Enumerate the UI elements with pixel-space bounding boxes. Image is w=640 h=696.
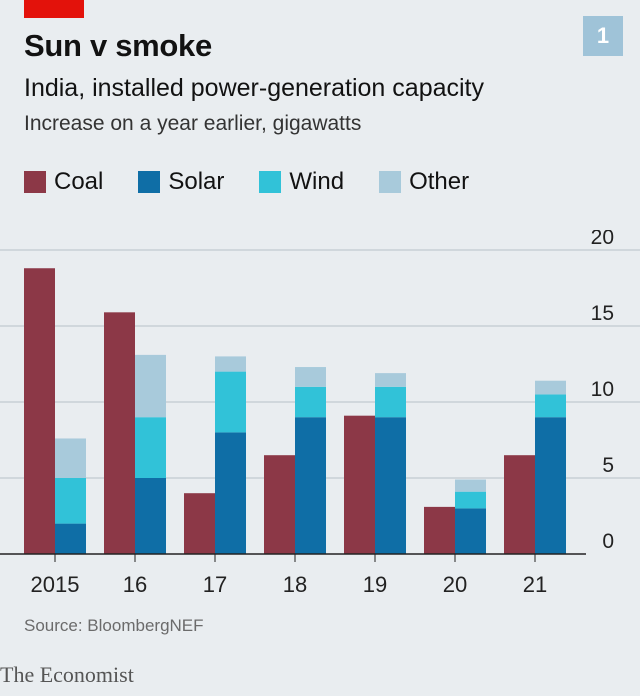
bar-solar-18 xyxy=(295,417,326,554)
bar-wind-19 xyxy=(375,386,406,418)
legend: Coal Solar Wind Other xyxy=(24,168,504,196)
bar-other-20 xyxy=(455,479,486,492)
bar-solar-21 xyxy=(535,417,566,554)
legend-label-coal: Coal xyxy=(54,168,104,195)
bar-chart: 0 5 10 15 20 2015 16 17 18 19 20 21 xyxy=(0,230,640,597)
bar-coal-20 xyxy=(424,506,455,554)
bar-wind-20 xyxy=(455,491,486,509)
bar-other-18 xyxy=(295,367,326,387)
bar-solar-19 xyxy=(375,417,406,554)
x-tick-label-2015: 2015 xyxy=(31,572,80,597)
bar-solar-2015 xyxy=(55,523,86,554)
x-tick-label-16: 16 xyxy=(123,572,147,597)
chart-subtitle: India, installed power-generation capaci… xyxy=(24,74,484,102)
legend-label-other: Other xyxy=(409,168,470,195)
legend-item-coal: Coal xyxy=(24,168,103,196)
brand-red-tag xyxy=(24,0,84,18)
bar-coal-18 xyxy=(264,455,295,554)
y-tick-label-20: 20 xyxy=(591,230,614,249)
legend-swatch-coal xyxy=(24,171,46,193)
source-note: Source: BloombergNEF xyxy=(24,616,204,635)
x-tick-label-18: 18 xyxy=(283,572,307,597)
bar-coal-2015 xyxy=(24,268,55,554)
y-tick-label-10: 10 xyxy=(591,378,614,401)
bar-coal-16 xyxy=(104,312,135,554)
legend-swatch-solar xyxy=(138,171,161,193)
publisher-logo: The Economist xyxy=(0,662,134,687)
bar-solar-17 xyxy=(215,432,246,554)
y-tick-label-0: 0 xyxy=(602,530,614,553)
y-tick-label-5: 5 xyxy=(602,454,614,477)
x-tick-label-21: 21 xyxy=(523,572,547,597)
x-tick-label-20: 20 xyxy=(443,572,467,597)
bar-solar-20 xyxy=(455,508,486,554)
bar-other-21 xyxy=(535,380,566,395)
bar-wind-2015 xyxy=(55,478,86,524)
bar-coal-19 xyxy=(344,415,375,554)
legend-item-other: Other xyxy=(379,168,469,196)
bar-solar-16 xyxy=(135,478,166,554)
y-tick-label-15: 15 xyxy=(591,302,614,325)
bar-coal-17 xyxy=(184,493,215,554)
bar-other-19 xyxy=(375,373,406,387)
legend-item-wind: Wind xyxy=(259,168,344,196)
x-tick-label-19: 19 xyxy=(363,572,387,597)
bar-coal-21 xyxy=(504,455,535,554)
legend-swatch-wind xyxy=(259,171,282,193)
bar-wind-17 xyxy=(215,371,246,433)
legend-label-wind: Wind xyxy=(289,168,345,195)
chart-title: Sun v smoke xyxy=(24,28,212,63)
bar-wind-16 xyxy=(135,417,166,478)
legend-label-solar: Solar xyxy=(168,168,225,195)
legend-item-solar: Solar xyxy=(138,168,224,196)
legend-swatch-other xyxy=(379,171,402,193)
bar-other-2015 xyxy=(55,438,86,478)
x-tick-label-17: 17 xyxy=(203,572,227,597)
bar-other-17 xyxy=(215,356,246,372)
bar-other-16 xyxy=(135,354,166,418)
chart-number-badge: 1 xyxy=(583,16,623,56)
bar-wind-21 xyxy=(535,394,566,418)
chart-unit-label: Increase on a year earlier, gigawatts xyxy=(24,112,362,135)
bar-wind-18 xyxy=(295,386,326,418)
